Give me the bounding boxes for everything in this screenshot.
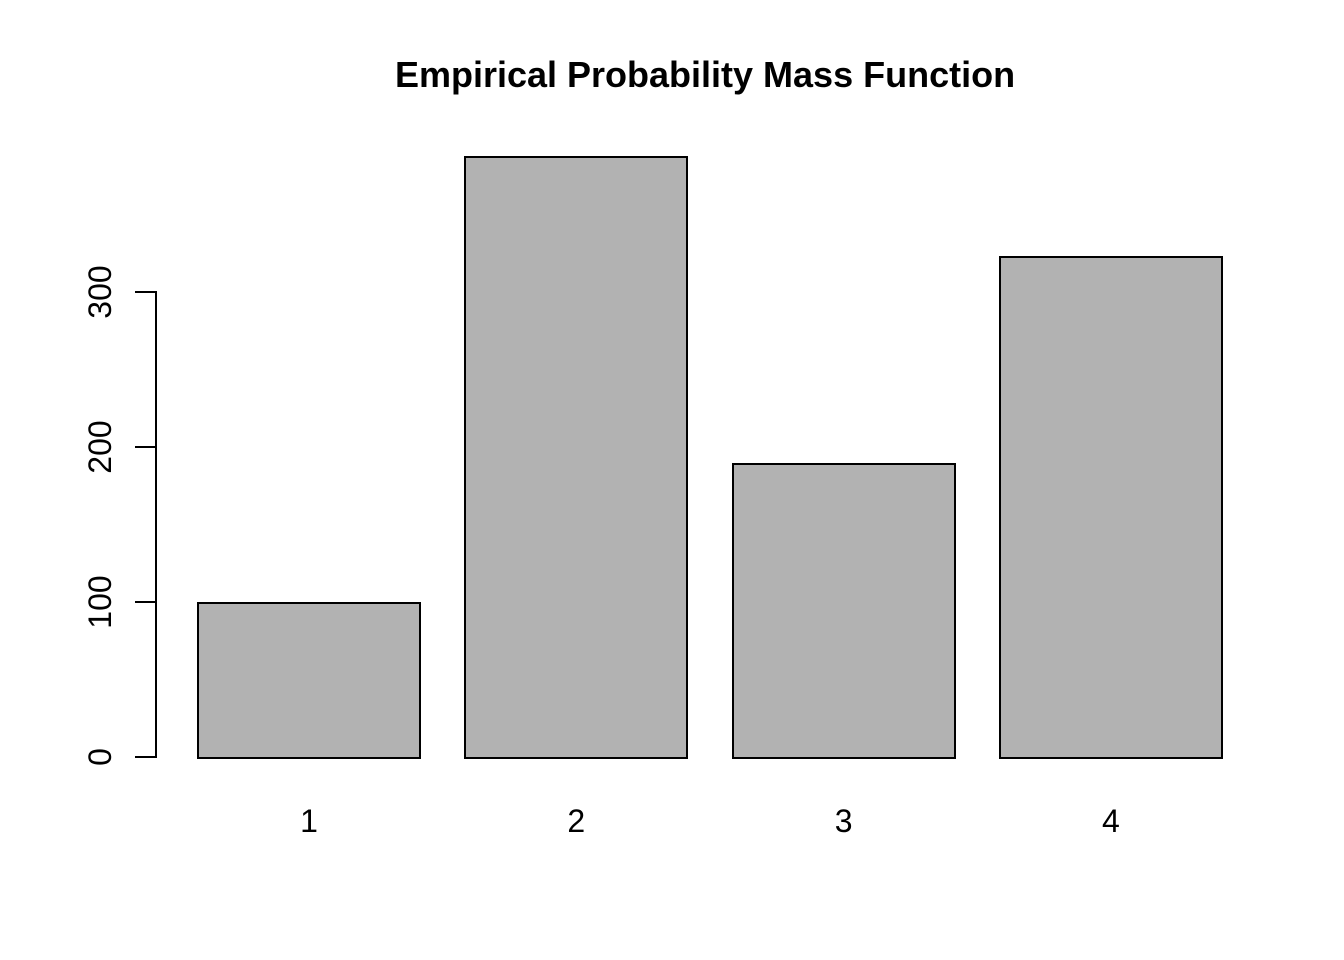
y-tick (135, 601, 155, 603)
bar (998, 256, 1223, 759)
x-tick-label: 1 (300, 803, 318, 839)
y-tick (135, 446, 155, 448)
bar (464, 155, 689, 759)
y-tick-label: 100 (82, 575, 118, 629)
y-tick-label: 300 (82, 265, 118, 319)
bar (197, 602, 421, 759)
x-tick-label: 2 (567, 803, 586, 839)
y-tick (135, 756, 155, 758)
y-tick-label: 200 (82, 420, 118, 474)
bar (731, 462, 956, 759)
y-tick-label: 0 (82, 748, 118, 766)
y-axis-line (155, 291, 157, 758)
chart-title: Empirical Probability Mass Function (394, 54, 1016, 95)
x-tick-label: 3 (834, 803, 853, 839)
x-tick-label: 4 (1101, 803, 1120, 839)
y-tick (135, 291, 155, 293)
